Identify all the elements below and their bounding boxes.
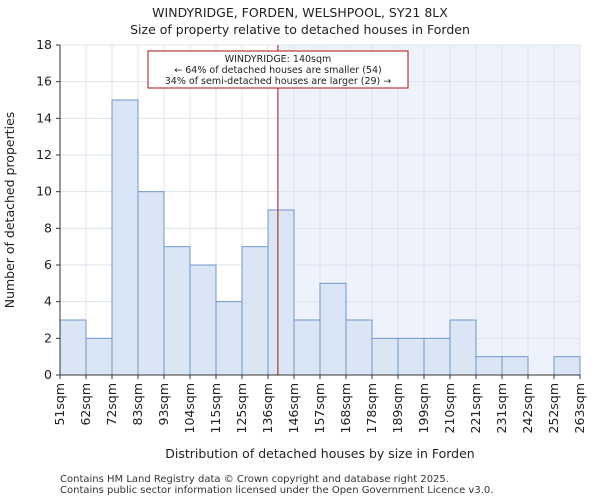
x-tick-label: 242sqm (520, 383, 535, 433)
x-tick-label: 168sqm (338, 383, 353, 433)
bar (553, 356, 581, 376)
bar (85, 337, 113, 376)
plot-area: 0 2 4 6 8 10 12 14 16 18 51sqm 62sqm 72sqm 83sqm 93sqm… (36, 37, 587, 433)
bar (293, 319, 321, 376)
y-tick-label: 6 (44, 257, 52, 272)
annotation-line-1: WINDYRIDGE: 140sqm (225, 54, 332, 65)
y-axis-label: Number of detached properties (2, 112, 17, 309)
annotation-box (147, 50, 409, 89)
x-axis-label: Distribution of detached houses by size … (165, 446, 474, 461)
y-tick-label: 14 (36, 110, 52, 125)
x-tick-label: 51sqm (52, 383, 67, 426)
y-tick-label: 0 (44, 367, 52, 382)
x-tick-label: 104sqm (182, 383, 197, 433)
x-tick-label: 146sqm (286, 383, 301, 433)
x-tick-label: 62sqm (78, 383, 93, 426)
annotation-line-2: ← 64% of detached houses are smaller (54… (174, 65, 381, 76)
x-tick-label: 189sqm (390, 383, 405, 433)
bar (137, 191, 165, 376)
bar (475, 356, 503, 376)
annotation-line-3: 34% of semi-detached houses are larger (… (165, 76, 392, 87)
y-tick-label: 10 (36, 184, 52, 199)
x-tick-label: 178sqm (364, 383, 379, 433)
chart-subtitle: Size of property relative to detached ho… (130, 22, 470, 37)
bar (449, 319, 477, 376)
y-tick-label: 4 (44, 294, 52, 309)
bar (371, 337, 399, 376)
bar (111, 99, 139, 376)
x-tick-label: 83sqm (130, 383, 145, 426)
bar (241, 246, 269, 376)
x-tick-label: 136sqm (260, 383, 275, 433)
bar (215, 301, 243, 376)
x-tick-label: 221sqm (468, 383, 483, 433)
y-tick-label: 12 (36, 147, 52, 162)
footer-line-1: Contains HM Land Registry data © Crown c… (60, 474, 449, 485)
bar (163, 246, 191, 376)
x-tick-label: 157sqm (312, 383, 327, 433)
bar (423, 337, 451, 376)
x-tick-label: 93sqm (156, 383, 171, 426)
x-tick-label: 115sqm (208, 383, 223, 433)
y-tick-label: 2 (44, 330, 52, 345)
footer-line-2: Contains public sector information licen… (60, 485, 493, 496)
bar (189, 264, 217, 376)
x-tick-label: 210sqm (442, 383, 457, 433)
x-tick-label: 72sqm (104, 383, 119, 426)
bar (319, 282, 347, 376)
y-tick-label: 18 (36, 37, 52, 52)
chart-title: WINDYRIDGE, FORDEN, WELSHPOOL, SY21 8LX (152, 5, 448, 20)
x-tick-label: 252sqm (546, 383, 561, 433)
bar (501, 356, 529, 376)
bar (59, 319, 87, 376)
x-tick-label: 199sqm (416, 383, 431, 433)
bar (345, 319, 373, 376)
x-tick-label: 263sqm (572, 383, 587, 433)
y-tick-label: 16 (36, 74, 52, 89)
bar (397, 337, 425, 376)
bar (267, 209, 295, 376)
y-tick-label: 8 (44, 220, 52, 235)
x-tick-label: 125sqm (234, 383, 249, 433)
x-tick-label: 231sqm (494, 383, 509, 433)
